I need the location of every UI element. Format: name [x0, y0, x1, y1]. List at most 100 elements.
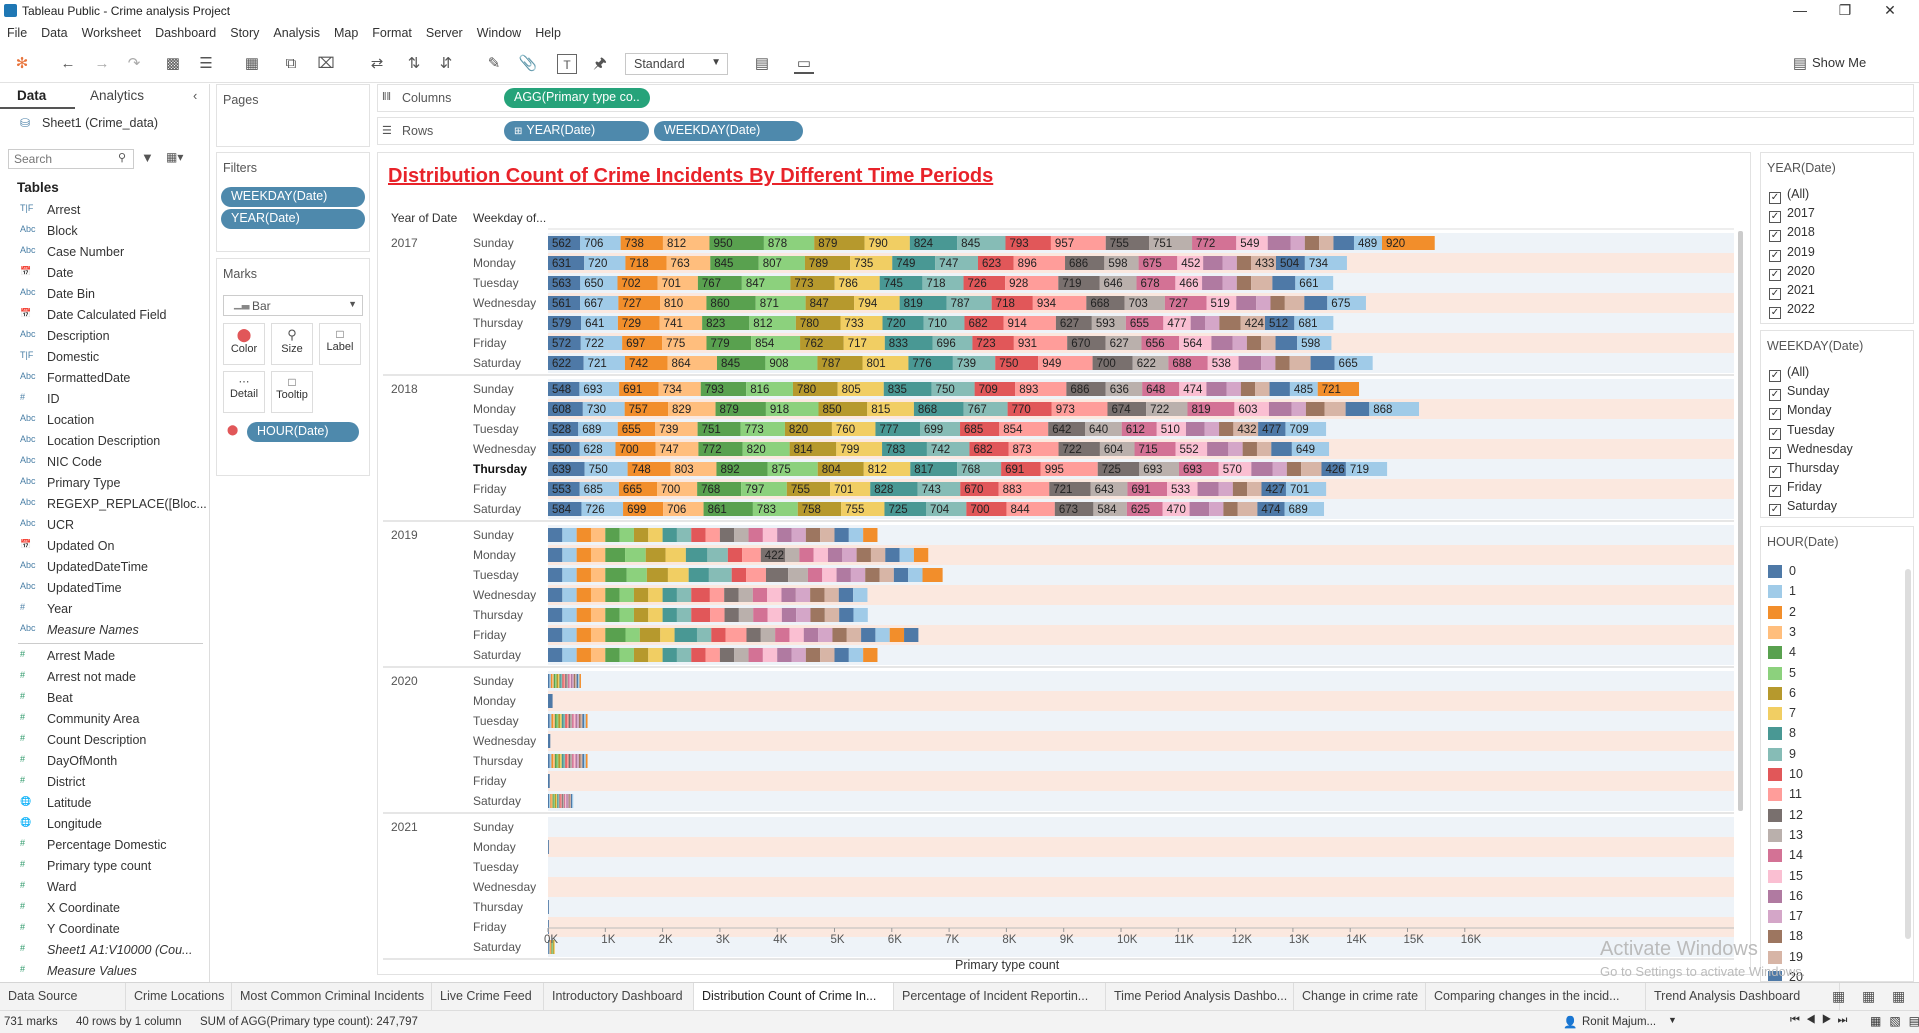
sheet-tab[interactable]: Crime Locations — [126, 983, 232, 1011]
save-icon[interactable]: ▩ — [165, 55, 181, 72]
new-dashboard-icon[interactable]: ▦ — [1862, 988, 1876, 1004]
field-measure[interactable]: # Measure Values — [0, 961, 200, 982]
legend-swatch[interactable] — [1768, 727, 1782, 741]
field-dimension[interactable]: Abc Description — [0, 326, 200, 347]
new-story-icon[interactable]: ▦ — [1892, 988, 1906, 1004]
menu-format[interactable]: Format — [372, 26, 412, 40]
minimize-icon[interactable]: — — [1793, 2, 1807, 18]
field-measure[interactable]: # District — [0, 772, 200, 793]
collapse-pane-icon[interactable]: ‹ — [193, 88, 198, 103]
color-button[interactable]: ⬤ Color — [223, 323, 265, 365]
legend-swatch[interactable] — [1768, 828, 1782, 842]
sort-ascending-icon[interactable]: ⇅ — [407, 55, 421, 72]
field-measure[interactable]: # Y Coordinate — [0, 919, 200, 940]
field-measure[interactable]: # X Coordinate — [0, 898, 200, 919]
legend-swatch[interactable] — [1768, 686, 1782, 700]
view-options-icon[interactable]: ▦▾ — [166, 150, 184, 164]
menu-dashboard[interactable]: Dashboard — [155, 26, 217, 40]
filter-checkbox-item[interactable]: ✓ Wednesday — [1769, 442, 1853, 459]
add-datasource-icon[interactable]: ☰ — [199, 55, 213, 72]
undo-icon[interactable]: ← — [60, 55, 76, 72]
field-dimension[interactable]: # Year — [0, 599, 200, 620]
sheet-tab[interactable]: Introductory Dashboard — [544, 983, 694, 1011]
show-me-icon[interactable]: ▤ — [1792, 55, 1808, 72]
legend-swatch[interactable] — [1768, 768, 1782, 781]
cards-icon[interactable]: ▤ — [754, 55, 770, 72]
legend-swatch[interactable] — [1768, 565, 1782, 578]
presentation-icon[interactable]: ▭ — [794, 54, 814, 74]
filter-checkbox-item[interactable]: ✓ 2019 — [1769, 245, 1815, 262]
menu-data[interactable]: Data — [41, 26, 68, 40]
pages-shelf[interactable]: Pages — [216, 84, 370, 147]
legend-swatch[interactable] — [1768, 889, 1782, 903]
field-measure[interactable]: # Beat — [0, 688, 200, 709]
field-measure[interactable]: # Count Description — [0, 730, 200, 751]
size-button[interactable]: ⚲ Size — [271, 323, 313, 365]
field-dimension[interactable]: 📅 Date — [0, 263, 200, 284]
filter-checkbox-item[interactable]: ✓ (All) — [1769, 187, 1809, 204]
field-measure[interactable]: # Sheet1 A1:V10000 (Cou... — [0, 940, 200, 961]
field-dimension[interactable]: Abc Date Bin — [0, 284, 200, 305]
datasource-name[interactable]: Sheet1 (Crime_data) — [42, 116, 159, 130]
legend-swatch[interactable] — [1768, 747, 1782, 761]
maximize-icon[interactable]: ❐ — [1838, 2, 1852, 18]
legend-swatch[interactable] — [1768, 930, 1782, 944]
swap-rows-columns-icon[interactable]: ⇄ — [370, 55, 384, 72]
duplicate-sheet-icon[interactable]: ⧉ — [285, 55, 297, 72]
field-measure[interactable]: 🌐 Longitude — [0, 814, 200, 835]
group-icon[interactable]: 📎 — [518, 55, 538, 72]
legend-swatch[interactable] — [1768, 646, 1782, 660]
field-dimension[interactable]: Abc Case Number — [0, 242, 200, 263]
field-dimension[interactable]: Abc FormattedDate — [0, 368, 200, 389]
new-worksheet-icon[interactable]: ▦ — [1832, 988, 1846, 1004]
tab-data[interactable]: Data — [17, 88, 47, 103]
filter-checkbox-item[interactable]: ✓ Sunday — [1769, 384, 1829, 402]
field-dimension[interactable]: # ID — [0, 389, 200, 410]
sheet-tab[interactable]: Trend Analysis Dashboard — [1646, 983, 1840, 1011]
filters-shelf[interactable]: Filters WEEKDAY(Date) YEAR(Date) — [216, 152, 370, 252]
new-worksheet-icon[interactable]: ▦ — [244, 55, 260, 72]
legend-swatch[interactable] — [1768, 950, 1782, 964]
menu-server[interactable]: Server — [425, 26, 463, 40]
menu-worksheet[interactable]: Worksheet — [81, 26, 142, 40]
fix-axes-icon[interactable]: 🖈 — [593, 55, 607, 72]
filter-checkbox-item[interactable]: ✓ 2018 — [1769, 225, 1815, 243]
sheet-navigation-icon[interactable]: ⏮◀▶⏭ — [1790, 1014, 1854, 1026]
field-dimension[interactable]: Abc Location — [0, 410, 200, 431]
field-dimension[interactable]: Abc REGEXP_REPLACE([Bloc... — [0, 494, 207, 515]
field-dimension[interactable]: Abc UCR — [0, 515, 200, 536]
legend-swatch[interactable] — [1768, 808, 1782, 822]
redo-icon[interactable]: → — [94, 55, 110, 72]
menu-map[interactable]: Map — [333, 26, 359, 40]
status-user[interactable]: Ronit Majum... — [1582, 1016, 1657, 1028]
sheet-tab[interactable]: Most Common Criminal Incidents — [232, 983, 432, 1011]
field-dimension[interactable]: Abc UpdatedTime — [0, 578, 200, 599]
filter-pill-weekday[interactable]: WEEKDAY(Date) — [221, 187, 365, 207]
filter-checkbox-item[interactable]: ✓ Tuesday — [1769, 423, 1834, 440]
legend-swatch[interactable] — [1768, 849, 1782, 863]
field-dimension[interactable]: T|F Domestic — [0, 347, 200, 368]
sheet-tab[interactable]: Comparing changes in the incid... — [1426, 983, 1646, 1011]
field-measure[interactable]: # DayOfMonth — [0, 751, 200, 772]
legend-scrollbar[interactable] — [1905, 569, 1911, 939]
field-dimension[interactable]: 📅 Updated On — [0, 536, 200, 557]
filter-checkbox-item[interactable]: ✓ 2022 — [1769, 302, 1815, 320]
legend-swatch[interactable] — [1768, 585, 1782, 599]
sort-descending-icon[interactable]: ⇵ — [439, 55, 453, 72]
field-measure[interactable]: # Community Area — [0, 709, 200, 730]
filter-checkbox-item[interactable]: ✓ (All) — [1769, 365, 1809, 382]
rows-pill-weekday[interactable]: WEEKDAY(Date) — [654, 121, 803, 141]
menu-window[interactable]: Window — [476, 26, 522, 40]
sheet-tab[interactable]: Change in crime rate — [1294, 983, 1426, 1011]
close-icon[interactable]: ✕ — [1884, 2, 1896, 18]
filter-checkbox-item[interactable]: ✓ Friday — [1769, 480, 1822, 498]
legend-swatch[interactable] — [1768, 625, 1782, 639]
legend-swatch[interactable] — [1768, 707, 1782, 721]
columns-shelf[interactable]: ‖‖ Columns AGG(Primary type co.. — [377, 84, 1914, 112]
filter-icon[interactable]: ▼ — [141, 150, 154, 165]
sheet-tab[interactable]: Live Crime Feed — [432, 983, 544, 1011]
view-toggle-icon[interactable]: ▦▧▤ — [1870, 1014, 1919, 1028]
rows-shelf[interactable]: ☰ Rows ⊞ YEAR(Date) WEEKDAY(Date) — [377, 117, 1914, 145]
fit-dropdown[interactable]: Standard ▼ — [625, 53, 728, 75]
sheet-tab[interactable]: Distribution Count of Crime In... — [694, 983, 894, 1011]
